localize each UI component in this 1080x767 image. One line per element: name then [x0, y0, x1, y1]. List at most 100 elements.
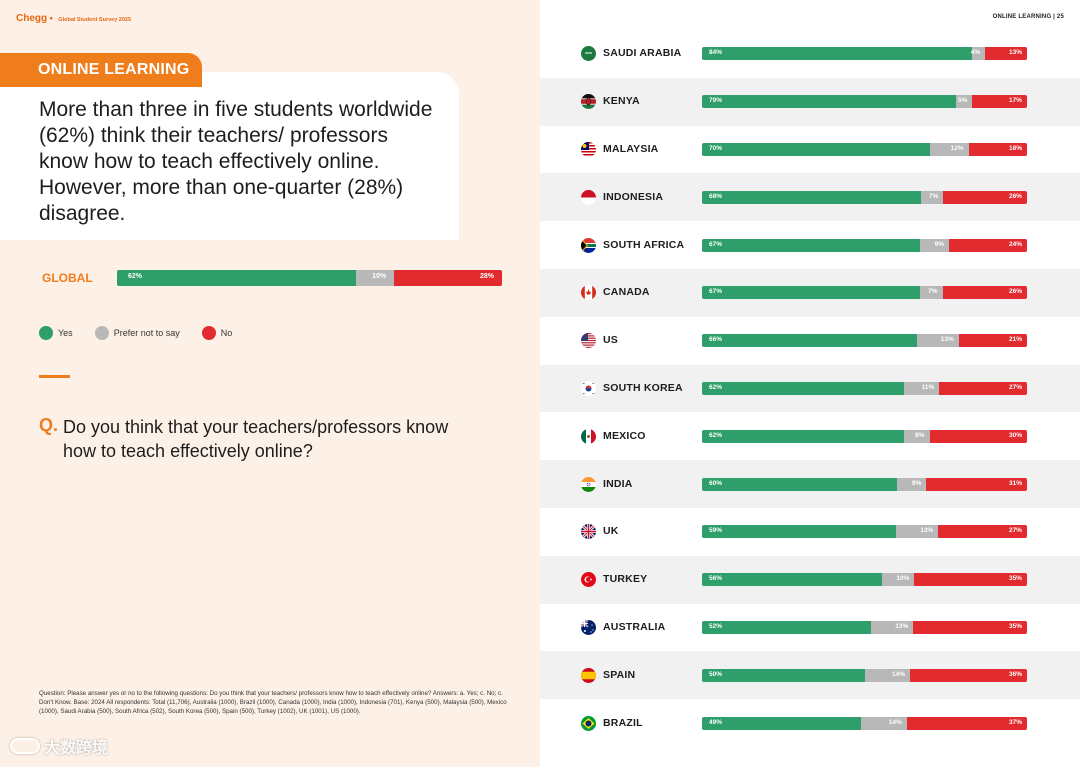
bar-segment-no-label: 18%: [1008, 144, 1022, 152]
brand-subtitle: Global Student Survey 2025: [58, 17, 132, 23]
bar-segment-prefer-not-label: 11%: [921, 383, 935, 391]
section-tag: ONLINE LEARNING: [0, 53, 202, 87]
flag-ke-icon: [581, 94, 596, 110]
flag-us-icon: [581, 333, 596, 349]
country-name: SAUDI ARABIA: [603, 47, 682, 60]
bar-segment-prefer-not: 13%: [895, 525, 939, 539]
country-bar: 59% 13% 27%: [702, 525, 1027, 539]
bar-segment-no: 24%: [949, 238, 1027, 252]
bar-segment-no: 18%: [968, 142, 1027, 156]
bar-segment-no: 31%: [926, 477, 1027, 491]
flag-br-icon: [581, 715, 596, 731]
bar-segment-prefer-not-label: 14%: [891, 670, 905, 678]
bar-segment-yes-label: 52%: [709, 622, 723, 630]
bar-segment-yes: 49%: [702, 716, 862, 730]
bar-segment-prefer-not-label: 4%: [970, 49, 981, 57]
country-bar: 84% 4% 13%: [702, 47, 1027, 61]
bar-segment-prefer-not: 8%: [903, 429, 930, 443]
bar-segment-yes: 67%: [702, 238, 920, 252]
bar-segment-yes: 62%: [702, 381, 904, 395]
bar-segment-no-label: 37%: [1008, 718, 1022, 726]
flag-sa-icon: [581, 46, 596, 62]
bar-segment-prefer-not: 7%: [920, 190, 944, 204]
bar-segment-yes-label: 67%: [709, 240, 723, 248]
bar-segment-yes-label: 84%: [709, 49, 723, 57]
bar-segment-yes-label: 49%: [709, 718, 723, 726]
flag-mx-icon: [581, 428, 596, 444]
country-row: BRAZIL 49% 14% 37%: [540, 699, 1080, 747]
bar-segment-prefer-not-label: 5%: [957, 97, 968, 105]
brand-separator: •: [49, 13, 53, 23]
flag-au-icon: [581, 619, 596, 635]
bar-segment-no-label: 30%: [1008, 431, 1022, 439]
divider: [39, 375, 70, 378]
country-name: MALAYSIA: [603, 142, 659, 155]
flag-tr-icon: [581, 572, 596, 588]
country-name: SOUTH KOREA: [603, 381, 683, 394]
country-bar: 68% 7% 26%: [702, 190, 1027, 204]
country-name: BRAZIL: [603, 716, 643, 729]
country-bar: 62% 8% 30%: [702, 429, 1027, 443]
bar-segment-no: 13%: [985, 47, 1027, 61]
bar-segment-yes: 60%: [702, 477, 897, 491]
country-row: SAUDI ARABIA 84% 4% 13%: [540, 30, 1080, 78]
bar-segment-no-label: 35%: [1008, 622, 1022, 630]
bar-segment-prefer-not-label: 13%: [940, 336, 954, 344]
country-row: SPAIN 50% 14% 36%: [540, 651, 1080, 700]
bar-segment-prefer-not-label: 7%: [928, 192, 939, 200]
flag-id-icon: [581, 189, 596, 205]
bar-segment-yes-label: 70%: [709, 144, 723, 152]
question-text: Do you think that your teachers/professo…: [63, 417, 449, 461]
bar-segment-no: 30%: [929, 429, 1027, 443]
bar-segment-yes: 84%: [702, 47, 973, 61]
bar-segment-yes-label: 62%: [709, 431, 723, 439]
country-name: MEXICO: [603, 429, 646, 442]
bar-segment-prefer-not-label: 14%: [888, 718, 902, 726]
country-rows: SAUDI ARABIA 84% 4% 13% KENYA 79% 5% 17% MALAYSI…: [540, 30, 1080, 747]
country-bar: 70% 12% 18%: [702, 142, 1027, 156]
global-bar-yes: 62%: [117, 270, 356, 286]
watermark: 大数跨境: [10, 734, 108, 758]
country-name: INDIA: [603, 477, 633, 490]
country-bar: 50% 14% 36%: [702, 668, 1027, 682]
legend-item-prefer-not: Prefer not to say: [94, 326, 180, 340]
bar-segment-yes: 66%: [702, 334, 917, 348]
country-row: INDIA 60% 9% 31%: [540, 460, 1080, 508]
legend-label-yes: Yes: [58, 328, 73, 338]
bar-segment-yes: 52%: [702, 620, 871, 634]
left-page: Chegg • Global Student Survey 2025 ONLIN…: [0, 0, 540, 767]
bar-segment-no-label: 36%: [1008, 670, 1022, 678]
flag-kr-icon: [581, 380, 596, 396]
question-prefix: Q.: [39, 415, 59, 435]
bar-segment-no: 35%: [913, 620, 1027, 634]
bar-segment-no-label: 24%: [1008, 240, 1022, 248]
bar-segment-no: 26%: [943, 190, 1027, 204]
bar-segment-prefer-not: 13%: [916, 334, 959, 348]
watermark-logo-icon: [10, 738, 40, 754]
flag-es-icon: [581, 667, 596, 683]
global-bar-yes-label: 62%: [128, 273, 143, 280]
country-bar: 66% 13% 21%: [702, 334, 1027, 348]
bar-segment-no: 17%: [972, 95, 1027, 109]
bar-segment-yes: 59%: [702, 525, 896, 539]
flag-gb-icon: [581, 524, 596, 540]
bar-segment-no: 26%: [942, 286, 1027, 300]
bar-segment-yes-label: 60%: [709, 479, 723, 487]
bar-segment-prefer-not-label: 12%: [950, 144, 964, 152]
country-bar: 62% 11% 27%: [702, 381, 1027, 395]
bar-segment-prefer-not: 4%: [970, 47, 986, 61]
watermark-text: 大数跨境: [44, 740, 109, 757]
bar-segment-no: 27%: [939, 381, 1027, 395]
bar-segment-yes-label: 50%: [709, 670, 723, 678]
bar-segment-yes-label: 62%: [709, 383, 723, 391]
headline-card: [0, 72, 459, 240]
bar-segment-prefer-not: 13%: [871, 620, 914, 634]
bar-segment-no: 35%: [914, 573, 1027, 587]
country-row: TURKEY 56% 10% 35%: [540, 555, 1080, 604]
bar-segment-prefer-not: 9%: [919, 238, 949, 252]
bar-segment-yes-label: 59%: [709, 527, 723, 535]
legend: Yes Prefer not to say No: [39, 326, 254, 340]
country-row: KENYA 79% 5% 17%: [540, 77, 1080, 126]
bar-segment-prefer-not-label: 8%: [915, 431, 925, 439]
country-row: CANADA 67% 7% 26%: [540, 268, 1080, 317]
